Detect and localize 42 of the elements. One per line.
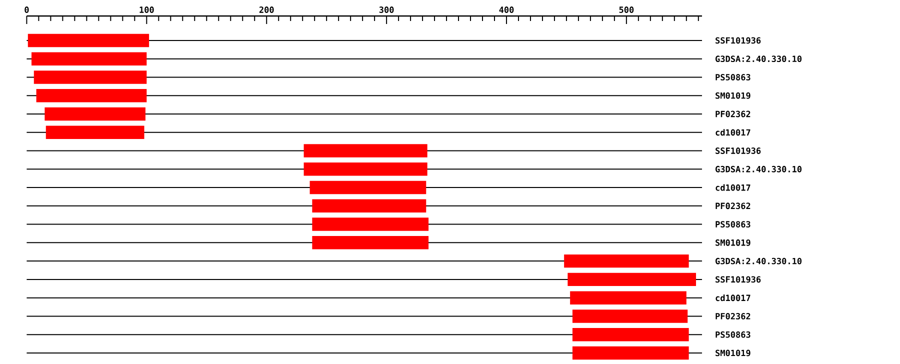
bar bbox=[34, 70, 147, 84]
y-tick-label: cd10017 bbox=[716, 129, 750, 136]
bar bbox=[572, 328, 689, 342]
bar bbox=[564, 254, 689, 268]
bar bbox=[310, 180, 426, 194]
y-tick-label: SM01019 bbox=[716, 92, 750, 99]
bar bbox=[44, 107, 146, 121]
y-tick-label: cd10017 bbox=[716, 184, 750, 191]
bar bbox=[572, 310, 688, 323]
x-tick-label: 500 bbox=[619, 6, 634, 13]
y-tick-label: cd10017 bbox=[716, 294, 750, 302]
bar bbox=[32, 52, 147, 66]
x-tick-label: 200 bbox=[259, 6, 274, 13]
y-tick-label: PS50863 bbox=[716, 331, 750, 338]
y-tick-label: G3DSA:2.40.330.10 bbox=[716, 56, 802, 62]
bar bbox=[304, 144, 428, 158]
y-tick-label: SSF101936 bbox=[716, 276, 761, 283]
bar bbox=[304, 162, 428, 176]
x-tick-label: 300 bbox=[379, 6, 394, 13]
y-tick-label: PS50863 bbox=[716, 74, 750, 80]
x-tick-label: 400 bbox=[499, 6, 514, 13]
x-tick-label: 0 bbox=[24, 6, 29, 13]
bar bbox=[312, 218, 429, 231]
bar bbox=[28, 34, 150, 48]
y-tick-label: SM01019 bbox=[716, 350, 750, 356]
bar bbox=[570, 291, 686, 304]
bar bbox=[568, 272, 696, 286]
y-tick-label: G3DSA:2.40.330.10 bbox=[716, 258, 802, 264]
y-tick-label: PF02362 bbox=[716, 202, 750, 210]
bar bbox=[572, 346, 689, 360]
y-tick-label: SSF101936 bbox=[716, 37, 761, 44]
bar bbox=[312, 236, 429, 250]
x-tick-label: 100 bbox=[140, 6, 154, 13]
y-tick-label: SSF101936 bbox=[716, 148, 761, 154]
y-tick-label: PS50863 bbox=[716, 221, 750, 228]
y-tick-label: G3DSA:2.40.330.10 bbox=[716, 166, 802, 172]
y-tick-label: SM01019 bbox=[716, 239, 750, 246]
bar bbox=[36, 88, 147, 102]
y-tick-label: PF02362 bbox=[716, 110, 750, 118]
y-tick-label: PF02362 bbox=[716, 312, 750, 320]
bar bbox=[46, 126, 144, 139]
bar bbox=[312, 199, 426, 213]
